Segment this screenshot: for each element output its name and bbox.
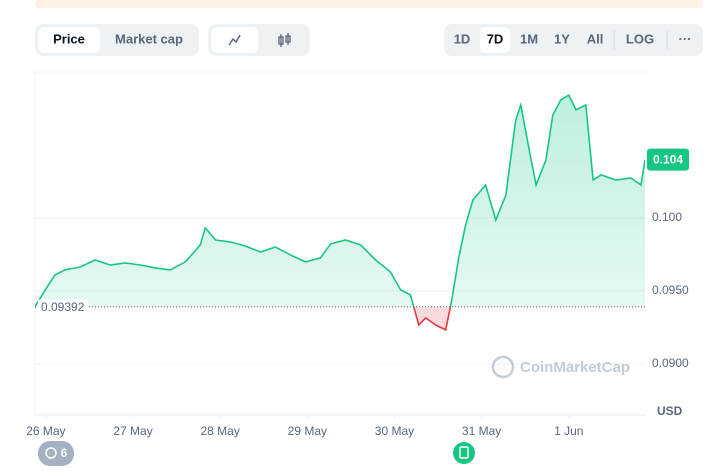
current-price-badge bbox=[647, 148, 689, 171]
range-button[interactable]: All bbox=[587, 31, 604, 46]
range-button[interactable]: 1Y bbox=[554, 31, 570, 46]
line-icon bbox=[228, 34, 241, 46]
baseline-label: 0.09392 bbox=[41, 300, 85, 314]
price-line bbox=[35, 93, 645, 307]
top-banner bbox=[35, 0, 703, 8]
x-tick-label: 28 May bbox=[200, 424, 239, 438]
area-above bbox=[35, 95, 645, 307]
tab[interactable]: Price bbox=[53, 31, 85, 46]
y-tick-label: 0.0950 bbox=[652, 283, 689, 297]
unit-label: USD bbox=[657, 404, 683, 418]
current-price-label: 0.104 bbox=[653, 153, 683, 167]
clock-icon bbox=[45, 447, 57, 459]
range-button[interactable]: 7D bbox=[487, 31, 504, 46]
range-button[interactable]: LOG bbox=[626, 31, 654, 46]
y-tick-label: 0.100 bbox=[652, 210, 682, 224]
x-tick-label: 29 May bbox=[288, 424, 327, 438]
range-selected[interactable] bbox=[480, 27, 510, 53]
tab[interactable]: Market cap bbox=[115, 31, 183, 46]
y-tick-label: 0.0900 bbox=[652, 356, 689, 370]
watermark: CoinMarketCap bbox=[520, 359, 630, 376]
badge-count: 6 bbox=[61, 446, 68, 460]
x-tick-label: 1 Jun bbox=[554, 424, 583, 438]
baseline-label-bg bbox=[38, 299, 88, 314]
watermark-logo bbox=[491, 355, 515, 379]
plot: 0.0900 0.0950 0.100 26 May 27 May 28 May 29 Ma… bbox=[26, 93, 689, 438]
range-button[interactable]: ··· bbox=[679, 31, 692, 46]
x-tick-label: 31 May bbox=[462, 424, 501, 438]
range-button[interactable]: 1M bbox=[520, 31, 538, 46]
doc-icon bbox=[459, 446, 469, 459]
news-badge[interactable] bbox=[453, 442, 475, 464]
x-tick-label: 27 May bbox=[113, 424, 152, 438]
tab-selected[interactable] bbox=[38, 27, 100, 53]
candle-icon[interactable] bbox=[278, 33, 291, 47]
x-tick-label: 26 May bbox=[26, 424, 65, 438]
x-tick-label: 30 May bbox=[375, 424, 414, 438]
range-button[interactable]: 1D bbox=[454, 31, 471, 46]
